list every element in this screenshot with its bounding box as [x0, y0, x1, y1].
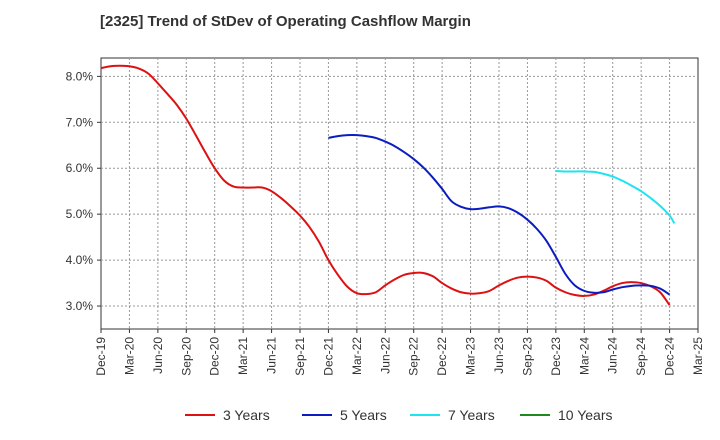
y-tick-label: 4.0%: [66, 253, 94, 267]
legend: 3 Years 5 Years 7 Years 10 Years: [185, 407, 613, 423]
grid: [101, 58, 698, 329]
x-tick-label: Dec-20: [208, 337, 222, 376]
x-tick-label: Mar-23: [464, 337, 478, 375]
x-tick-label: Jun-22: [378, 337, 392, 374]
series-line-5-years: [328, 134, 671, 296]
legend-label: 3 Years: [223, 407, 270, 423]
x-tick-label: Mar-22: [350, 337, 364, 375]
y-tick-label: 8.0%: [66, 69, 94, 83]
x-tick-label: Dec-24: [663, 337, 677, 376]
legend-label: 7 Years: [448, 407, 495, 423]
legend-label: 10 Years: [558, 407, 613, 423]
series-line-3-years: [100, 64, 671, 306]
x-tick-label: Dec-19: [94, 337, 108, 376]
x-tick-label: Sep-24: [634, 337, 648, 376]
x-tick-label: Sep-20: [179, 337, 193, 376]
x-tick-label: Jun-23: [492, 337, 506, 374]
x-tick-label: Dec-21: [321, 337, 335, 376]
y-tick-label: 7.0%: [66, 115, 94, 129]
x-tick-label: Jun-21: [265, 337, 279, 374]
x-tick-label: Jun-24: [606, 337, 620, 374]
x-tick-label: Sep-23: [520, 337, 534, 376]
series-line-7-years: [555, 169, 676, 224]
x-tick-label: Sep-21: [293, 337, 307, 376]
x-tick-label: Mar-20: [122, 337, 136, 375]
legend-item: 3 Years: [185, 407, 270, 423]
plot-area: [100, 57, 699, 330]
y-tick-label: 5.0%: [66, 207, 94, 221]
x-tick-label: Mar-24: [577, 337, 591, 375]
x-tick-label: Dec-23: [549, 337, 563, 376]
legend-item: 5 Years: [302, 407, 387, 423]
y-axis: 3.0% 4.0% 5.0% 6.0% 7.0% 8.0%: [66, 69, 101, 313]
y-tick-label: 3.0%: [66, 299, 94, 313]
legend-item: 7 Years: [410, 407, 495, 423]
y-tick-label: 6.0%: [66, 161, 94, 175]
x-axis: Dec-19 Mar-20 Jun-20 Sep-20 Dec-20 Mar-21 Jun-…: [94, 329, 705, 376]
x-tick-label: Mar-21: [236, 337, 250, 375]
legend-label: 5 Years: [340, 407, 387, 423]
series-lines: [100, 64, 676, 306]
x-tick-label: Sep-22: [407, 337, 421, 376]
x-tick-label: Dec-22: [435, 337, 449, 376]
chart-title: [2325] Trend of StDev of Operating Cashf…: [100, 13, 471, 30]
legend-item: 10 Years: [520, 407, 613, 423]
x-tick-label: Mar-25: [691, 337, 705, 375]
x-tick-label: Jun-20: [151, 337, 165, 374]
